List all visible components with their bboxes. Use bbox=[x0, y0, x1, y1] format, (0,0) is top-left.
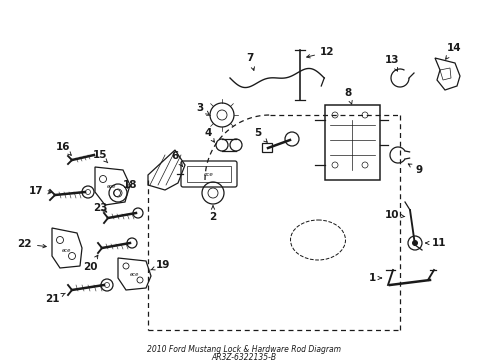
Text: 3: 3 bbox=[196, 103, 209, 114]
Text: 2: 2 bbox=[209, 206, 216, 222]
Text: 22: 22 bbox=[18, 239, 46, 249]
Text: 4: 4 bbox=[204, 128, 214, 142]
Text: 20: 20 bbox=[82, 255, 98, 272]
Text: 14: 14 bbox=[445, 43, 461, 59]
Text: 17: 17 bbox=[28, 186, 51, 196]
Text: ece: ece bbox=[106, 184, 116, 189]
Text: 5: 5 bbox=[254, 128, 267, 142]
Text: 15: 15 bbox=[93, 150, 107, 163]
Text: 7: 7 bbox=[246, 53, 254, 71]
Text: 9: 9 bbox=[407, 164, 421, 175]
Text: AR3Z-6322135-B: AR3Z-6322135-B bbox=[211, 352, 276, 360]
Text: 13: 13 bbox=[384, 55, 398, 71]
Text: 12: 12 bbox=[306, 47, 334, 58]
Bar bbox=[325, 105, 379, 180]
Text: 1: 1 bbox=[367, 273, 381, 283]
Text: 6: 6 bbox=[171, 151, 182, 166]
Circle shape bbox=[411, 240, 417, 246]
Text: 18: 18 bbox=[122, 180, 137, 190]
Text: 19: 19 bbox=[150, 260, 170, 270]
Text: 16: 16 bbox=[56, 142, 71, 155]
Text: ece: ece bbox=[129, 271, 139, 276]
Bar bbox=[262, 143, 271, 152]
Bar bbox=[186, 166, 230, 182]
Text: 10: 10 bbox=[384, 210, 404, 220]
Text: ece: ece bbox=[61, 248, 71, 252]
Text: 21: 21 bbox=[45, 293, 65, 304]
Text: 2010 Ford Mustang Lock & Hardware Rod Diagram: 2010 Ford Mustang Lock & Hardware Rod Di… bbox=[147, 345, 340, 354]
Text: 8: 8 bbox=[344, 88, 351, 104]
Text: 23: 23 bbox=[93, 203, 107, 213]
Text: ece: ece bbox=[203, 172, 213, 177]
Text: 11: 11 bbox=[425, 238, 446, 248]
